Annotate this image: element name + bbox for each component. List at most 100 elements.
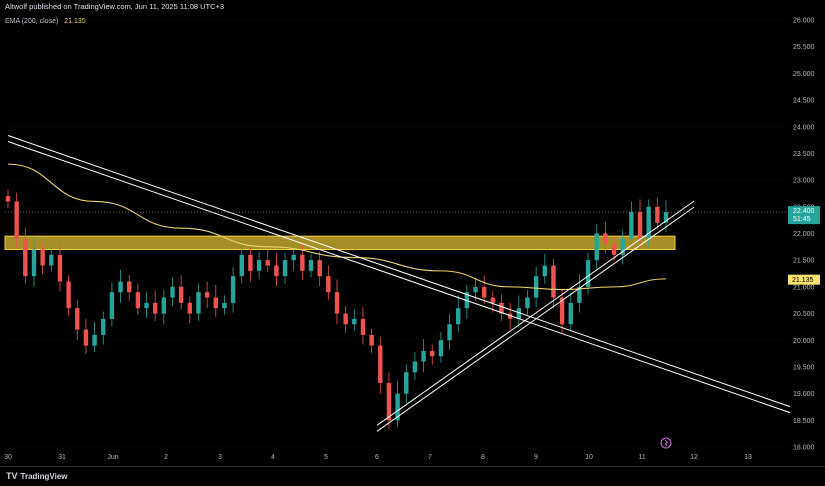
candle xyxy=(265,249,270,272)
candle xyxy=(152,290,158,322)
price-chart[interactable]: 26.000 25.500 25.000 24.500 24.000 23.500 23.0… xyxy=(0,0,825,466)
ema-label: EMA (200, close) xyxy=(5,18,59,25)
candle xyxy=(542,253,547,284)
candle-body xyxy=(568,302,573,325)
candle-body xyxy=(196,292,201,314)
x-tick-label: 12 xyxy=(690,454,698,461)
candle xyxy=(334,279,340,325)
candle-body xyxy=(256,260,262,271)
price-axis: 26.000 25.500 25.000 24.500 24.000 23.500 23.0… xyxy=(793,18,815,452)
candle-body xyxy=(386,382,392,421)
y-tick-label: 24.000 xyxy=(793,124,815,131)
candle xyxy=(83,318,89,355)
tradingview-logo[interactable]: TV TradingView xyxy=(6,471,68,481)
candles-group xyxy=(5,189,669,429)
x-tick-label: 30 xyxy=(4,454,12,461)
candle xyxy=(196,283,201,322)
x-tick-label: 11 xyxy=(638,454,645,461)
ema-value: 21.135 xyxy=(64,18,86,25)
candle-body xyxy=(585,260,591,287)
y-tick-label: 25.000 xyxy=(793,71,815,78)
candle-body xyxy=(577,286,582,303)
y-tick-label: 18.500 xyxy=(793,418,815,425)
trendline-edge xyxy=(7,141,791,414)
y-tick-label: 22.000 xyxy=(793,231,815,238)
candle-body xyxy=(542,265,547,277)
x-tick-label: 10 xyxy=(585,454,593,461)
candle xyxy=(31,236,37,287)
candle-body xyxy=(127,281,132,293)
candle xyxy=(213,284,218,317)
candle-body xyxy=(559,297,565,325)
trendline-edge xyxy=(7,135,791,408)
candle xyxy=(507,302,513,330)
candle-body xyxy=(404,372,409,394)
candle xyxy=(317,251,322,286)
candle xyxy=(585,252,591,295)
candle xyxy=(282,252,288,284)
candle xyxy=(118,269,123,303)
candle-body xyxy=(438,340,444,357)
candle xyxy=(378,337,383,394)
candle-body xyxy=(170,286,175,298)
candle-body xyxy=(40,249,45,266)
candle xyxy=(421,339,426,373)
candle-body xyxy=(637,212,643,239)
candle xyxy=(490,291,496,313)
candle-body xyxy=(308,260,314,271)
x-tick-label: 9 xyxy=(534,454,538,461)
candle xyxy=(360,307,366,345)
candle xyxy=(187,296,193,324)
candle-body xyxy=(274,265,279,277)
candle xyxy=(499,294,504,322)
candle xyxy=(5,189,11,208)
candle xyxy=(594,223,599,271)
candle-countdown: 51:45 xyxy=(793,216,811,223)
candle xyxy=(655,197,660,230)
y-tick-label: 21.500 xyxy=(793,258,815,265)
y-tick-label: 18.000 xyxy=(793,445,815,452)
x-tick-label: 7 xyxy=(428,454,432,461)
footer-bar: TV TradingView xyxy=(0,466,825,486)
candle-body xyxy=(507,313,513,319)
trendline xyxy=(7,135,791,414)
ema-indicator-legend[interactable]: EMA (200, close) 21.135 xyxy=(5,18,86,25)
candle xyxy=(559,289,565,333)
tradingview-mark-icon: TV xyxy=(6,471,18,481)
x-tick-label: 2 xyxy=(164,454,168,461)
candle xyxy=(386,372,392,429)
candle xyxy=(248,248,253,282)
candle-body xyxy=(533,276,539,298)
candle xyxy=(40,242,45,275)
candle xyxy=(49,245,54,272)
candle xyxy=(239,243,244,284)
candle-body xyxy=(83,329,89,346)
candle-body xyxy=(300,254,305,271)
candle-body xyxy=(75,308,80,330)
candle-body xyxy=(282,260,288,277)
candle-body xyxy=(646,206,651,239)
candle-body xyxy=(213,297,218,309)
candle xyxy=(404,364,409,404)
candle xyxy=(300,243,305,280)
candle-body xyxy=(378,345,383,383)
candle-body xyxy=(499,302,504,314)
candle xyxy=(127,275,132,301)
candle xyxy=(326,265,331,300)
candle xyxy=(222,295,227,315)
candle-body xyxy=(473,286,478,293)
candle-body xyxy=(360,318,366,335)
last-price-value: 22.400 xyxy=(793,208,815,215)
candle-body xyxy=(663,212,669,223)
candle-body xyxy=(152,302,158,314)
candle xyxy=(395,380,400,427)
candle xyxy=(274,252,279,286)
candle-body xyxy=(222,302,227,309)
candle xyxy=(412,351,418,380)
candle xyxy=(447,313,452,350)
x-tick-label: 31 xyxy=(58,454,66,461)
candle xyxy=(516,295,522,328)
candle-body xyxy=(352,318,357,325)
ema-badge-value: 21.135 xyxy=(792,277,814,284)
x-tick-label: 6 xyxy=(375,454,379,461)
